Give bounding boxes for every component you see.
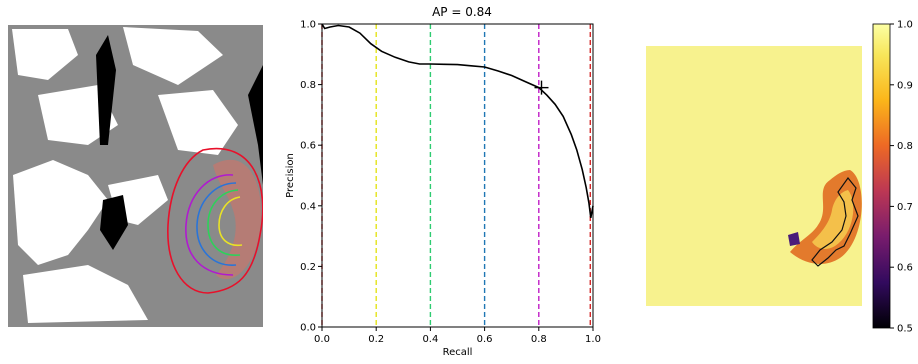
x-axis-ticks: 0.0 0.2 0.4 0.6 0.8 1.0 (314, 327, 601, 345)
colorbar-tick-label: 0.5 (897, 324, 913, 335)
heatmap-svg: 0.5 0.6 0.7 0.8 0.9 1.0 (646, 20, 913, 335)
brain-tissue (8, 25, 263, 327)
pr-chart-svg: AP = 0.84 0.0 0.2 0.4 0.6 0.8 1.0 0.00.20.40.… (285, 5, 601, 358)
contour-purple (185, 174, 234, 276)
lesion-region (213, 159, 262, 280)
chart-title: AP = 0.84 (432, 5, 492, 19)
x-tick-label: 0.4 (422, 334, 438, 345)
plot-frame (321, 23, 594, 328)
y-tick-label: 1.0 (300, 20, 316, 31)
colorbar-ticks: 0.5 0.6 0.7 0.8 0.9 1.0 (890, 20, 913, 335)
contour-green (207, 189, 241, 256)
brain-segmentation-svg (8, 25, 264, 327)
heatmap-low-spot (788, 232, 800, 246)
segmentation-contours (167, 147, 264, 294)
colorbar-tick-label: 0.6 (897, 263, 913, 274)
white-matter-top-right (123, 27, 223, 85)
colorbar-tick-label: 1.0 (897, 20, 913, 31)
y-tick-label: 0.6 (300, 141, 316, 152)
y-tick-label: 0.2 (300, 262, 316, 273)
x-tick-label: 0.2 (368, 334, 384, 345)
white-matter-bottom (23, 265, 148, 323)
contour-yellow (218, 196, 243, 247)
heatmap-ring-inner (812, 190, 854, 249)
threshold-lines (321, 24, 591, 327)
heatmap-image (646, 46, 862, 306)
colorbar-tick-label: 0.9 (897, 80, 913, 91)
white-matter-top (12, 29, 78, 80)
colorbar-tick-label: 0.7 (897, 202, 913, 213)
colorbar-tick-label: 0.8 (897, 141, 913, 152)
dark-ventricle (100, 195, 128, 250)
heatmap-panel: 0.5 0.6 0.7 0.8 0.9 1.0 (640, 20, 918, 340)
operating-point-marker (534, 80, 549, 95)
brain-segmentation-image (8, 25, 264, 327)
y-axis-ticks: 0.0 0.2 0.4 0.6 0.8 1.0 (300, 20, 322, 334)
dark-fissure (96, 35, 116, 145)
white-matter-right (158, 90, 238, 155)
y-tick-label: 0.4 (300, 201, 316, 212)
white-matter-left-lobe (13, 160, 108, 265)
y-tick-label: 0.0 (300, 323, 316, 334)
x-tick-label: 0.6 (477, 334, 493, 345)
x-tick-label: 0.0 (314, 334, 330, 345)
lesion-outline (811, 177, 859, 267)
x-tick-label: 1.0 (585, 334, 601, 345)
contour-blue (196, 182, 237, 266)
contour-red (167, 147, 264, 294)
precision-recall-curve (321, 23, 594, 219)
colorbar (872, 23, 891, 329)
y-axis-label: Precision (285, 153, 296, 198)
x-axis-label: Recall (443, 347, 473, 358)
precision-recall-chart: AP = 0.84 0.0 0.2 0.4 0.6 0.8 1.0 0.0 0.2 0.4 0.… (282, 0, 602, 360)
x-tick-label: 0.8 (531, 334, 547, 345)
y-tick-label: 0.8 (300, 80, 316, 91)
